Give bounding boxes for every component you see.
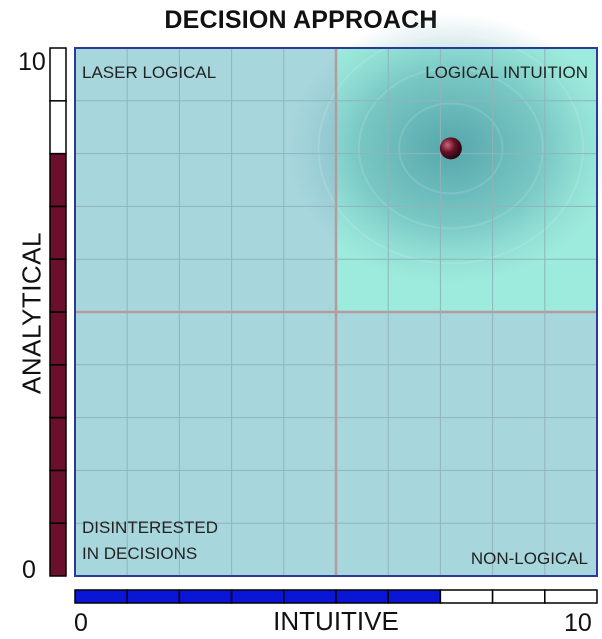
quadrant-label-top-left: LASER LOGICAL (82, 63, 216, 82)
y-bar-segment (49, 152, 67, 208)
x-bar-segment (178, 589, 233, 604)
quadrant-label-bottom-left-1: DISINTERESTED (82, 518, 218, 537)
y-bar-segment (49, 311, 67, 366)
x-tick-min: 0 (74, 609, 88, 637)
data-point (439, 137, 462, 160)
y-bar-segment (49, 469, 67, 524)
y-bar-segment (49, 205, 67, 260)
x-bar-segment (491, 589, 546, 604)
x-axis-label: INTUITIVE (273, 606, 399, 636)
x-bar-segment (335, 589, 389, 604)
y-bar-segment (49, 522, 67, 577)
x-tick-max: 10 (564, 609, 592, 637)
halo-ring (398, 102, 504, 195)
x-bar-segment (544, 589, 598, 604)
quadrant-label-top-right: LOGICAL INTUITION (425, 63, 588, 82)
y-bar-segment (49, 416, 67, 472)
x-bar-segment (439, 589, 494, 604)
y-bar-segment (49, 100, 67, 155)
x-bar-segment (230, 589, 285, 604)
halo-ring (357, 67, 544, 230)
x-bar-segment (387, 589, 442, 604)
quadrant-label-bottom-left-2: IN DECISIONS (82, 544, 197, 563)
y-bar-segment (49, 364, 67, 419)
halo-ring (317, 32, 585, 265)
y-bar-segment (49, 47, 67, 102)
y-bar-segment (49, 258, 67, 313)
plot-frame (74, 47, 598, 577)
y-tick-min: 0 (22, 556, 36, 584)
y-tick-max: 10 (18, 48, 46, 76)
x-bar-segment (126, 589, 181, 604)
x-bar-segment (74, 589, 128, 604)
x-bar-segment (283, 589, 337, 604)
quadrant-label-bottom-right: NON-LOGICAL (471, 549, 588, 568)
